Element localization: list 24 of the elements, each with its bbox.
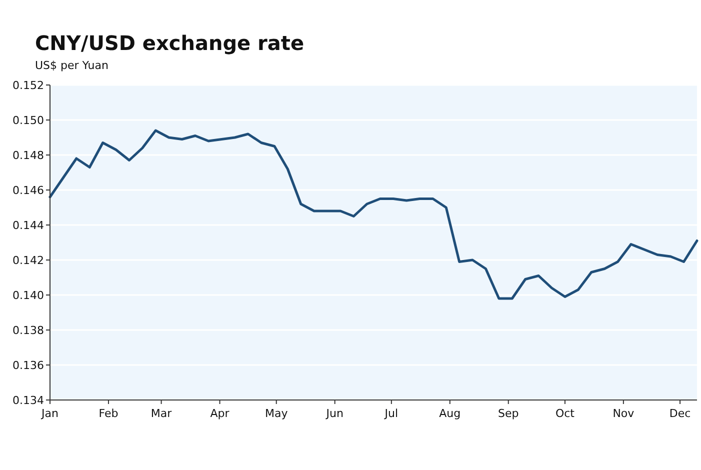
y-tick-label: 0.150 xyxy=(12,114,44,127)
chart-title: CNY/USD exchange rate xyxy=(35,31,304,55)
x-tick-label: Nov xyxy=(612,407,635,420)
y-tick-label: 0.148 xyxy=(12,148,44,162)
x-tick-label: Sep xyxy=(498,407,519,420)
x-tick-label: Feb xyxy=(98,407,118,420)
y-tick-label: 0.136 xyxy=(12,358,44,372)
y-tick-label: 0.138 xyxy=(12,324,44,337)
x-tick-label: Jun xyxy=(325,407,344,420)
x-tick-label: Jul xyxy=(384,407,398,420)
x-tick-label: Aug xyxy=(439,407,461,420)
y-tick-label: 0.152 xyxy=(12,78,44,92)
x-tick-label: Mar xyxy=(150,407,172,420)
y-tick-label: 0.140 xyxy=(12,288,44,302)
y-tick-label: 0.144 xyxy=(12,218,44,232)
x-tick-label: Apr xyxy=(210,407,230,420)
chart-subtitle: US$ per Yuan xyxy=(35,59,108,72)
y-tick-label: 0.134 xyxy=(12,394,44,407)
x-tick-label: Jan xyxy=(40,407,58,420)
x-tick-label: Dec xyxy=(669,407,691,420)
y-tick-label: 0.142 xyxy=(12,254,44,267)
y-tick-label: 0.146 xyxy=(12,184,44,197)
x-tick-label: Oct xyxy=(555,407,576,420)
x-tick-label: May xyxy=(264,407,288,420)
